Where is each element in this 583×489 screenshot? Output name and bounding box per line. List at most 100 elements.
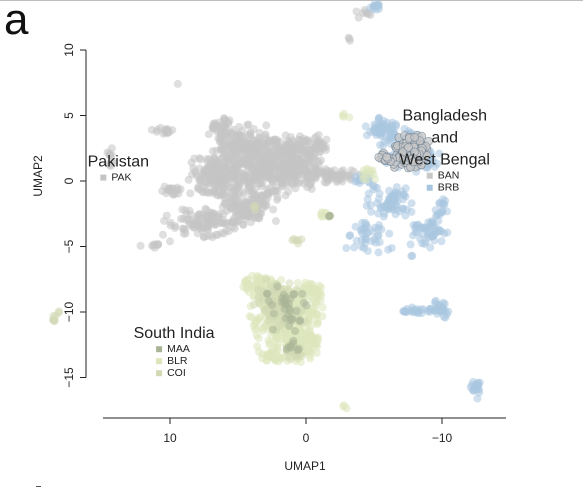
point-pak — [294, 155, 303, 163]
point-brb — [362, 220, 371, 229]
point-brb — [357, 226, 365, 235]
point-brb — [407, 199, 416, 208]
point-pak — [184, 175, 193, 184]
point-pak — [265, 166, 274, 175]
point-pak — [216, 155, 225, 163]
point-brb — [408, 303, 417, 312]
point-pak — [245, 151, 254, 160]
point-pak — [231, 185, 240, 194]
point-pak — [320, 144, 329, 152]
point-pak — [239, 203, 248, 212]
point-pak — [149, 240, 158, 249]
point-brb — [407, 252, 416, 261]
point-blr — [242, 277, 250, 286]
point-pak — [241, 214, 250, 223]
point-brb — [424, 218, 433, 227]
legend-label: BAN — [438, 170, 460, 182]
point-pak — [247, 176, 256, 185]
point-maa — [287, 316, 296, 325]
point-brb — [362, 201, 371, 210]
point-maa — [280, 304, 289, 313]
point-brb — [407, 207, 416, 216]
point-blr — [317, 208, 326, 217]
point-pak — [268, 149, 277, 158]
point-brb — [473, 394, 482, 403]
point-brb — [387, 244, 396, 252]
point-blr — [313, 285, 322, 294]
point-maa — [296, 316, 305, 325]
bottom-dash — [36, 486, 41, 487]
points-layer — [48, 0, 484, 413]
group-title: and — [431, 130, 458, 147]
y-tick-label: 10 — [62, 43, 76, 57]
point-pak — [160, 182, 169, 191]
point-brb — [444, 307, 453, 316]
point-pak — [222, 220, 231, 229]
point-brb — [409, 231, 417, 240]
point-brb — [364, 189, 373, 198]
point-pak — [268, 177, 277, 185]
point-pak — [136, 241, 145, 250]
point-maa — [268, 325, 277, 334]
series-brb — [342, 0, 484, 403]
point-ban — [410, 133, 420, 142]
point-blr — [313, 297, 321, 306]
point-coi — [262, 275, 271, 284]
point-pak — [195, 164, 204, 173]
point-pak — [201, 204, 210, 213]
point-pak — [106, 150, 115, 159]
point-brb — [363, 228, 372, 237]
point-blr — [304, 335, 313, 343]
point-pak — [310, 173, 319, 182]
point-maa — [281, 314, 290, 323]
point-pak — [209, 171, 218, 180]
y-tick-label: 0 — [62, 177, 76, 184]
point-pak — [262, 200, 271, 209]
point-brb — [386, 133, 395, 142]
point-pak — [237, 132, 246, 140]
legend-swatch — [426, 184, 433, 191]
point-maa — [291, 327, 300, 336]
point-pak — [338, 177, 347, 186]
point-pak — [272, 139, 280, 148]
point-brb — [399, 204, 408, 213]
point-pak — [284, 160, 292, 169]
point-blr — [311, 334, 319, 343]
point-pak — [204, 130, 213, 139]
point-pak — [246, 130, 254, 139]
point-brb — [342, 244, 351, 253]
point-pak — [255, 214, 264, 223]
point-brb — [350, 243, 359, 252]
point-blr — [365, 170, 374, 179]
legend-swatch — [426, 172, 433, 179]
point-maa — [262, 289, 271, 298]
point-pak — [243, 121, 252, 129]
point-pak — [231, 206, 240, 215]
point-brb — [437, 237, 446, 246]
point-brb — [346, 231, 355, 240]
point-maa — [298, 290, 307, 298]
point-brb — [367, 207, 376, 216]
point-coi — [271, 317, 280, 326]
point-brb — [438, 199, 447, 208]
point-maa — [284, 343, 293, 352]
panel-label: a — [4, 0, 29, 44]
point-blr — [272, 333, 281, 342]
group-title: South India — [134, 325, 215, 342]
point-ban — [382, 152, 392, 162]
point-brb — [440, 299, 449, 308]
point-pak — [302, 150, 311, 159]
point-brb — [381, 123, 390, 131]
point-blr — [251, 325, 260, 334]
legend-label: BLR — [167, 355, 188, 367]
point-pak — [208, 147, 217, 156]
point-pak — [222, 198, 231, 207]
point-blr — [359, 166, 368, 175]
point-brb — [376, 141, 385, 149]
point-pak — [198, 187, 207, 196]
point-pak — [345, 34, 354, 43]
x-tick-label: 0 — [303, 431, 310, 445]
legend-label: COI — [167, 367, 186, 379]
point-pak — [316, 167, 325, 176]
